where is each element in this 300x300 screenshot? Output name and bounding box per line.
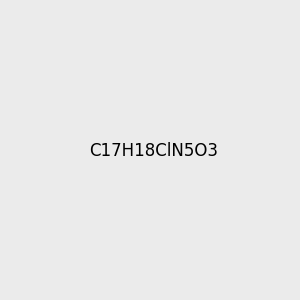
Text: C17H18ClN5O3: C17H18ClN5O3 [89, 142, 218, 160]
